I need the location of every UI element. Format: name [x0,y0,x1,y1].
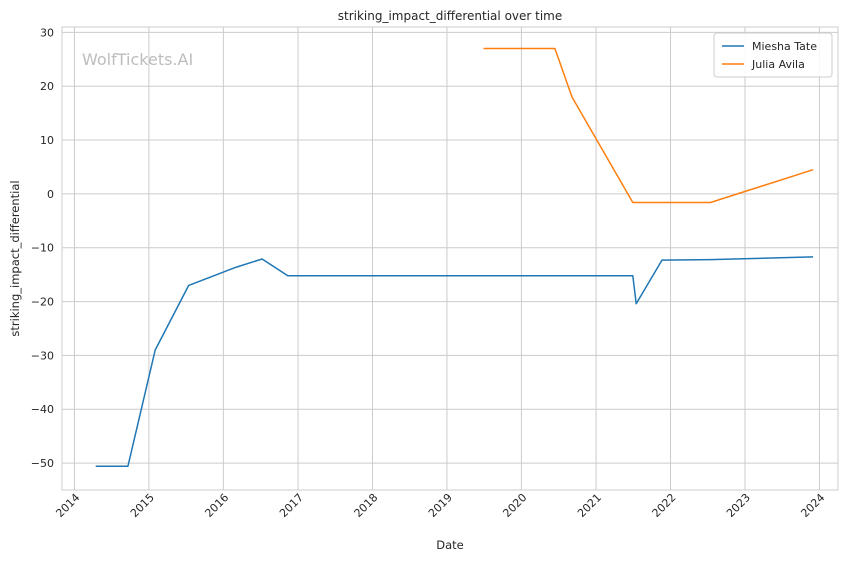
y-tick-label: −10 [31,242,54,255]
plot-frame [61,26,839,491]
y-tick-label: 10 [40,134,54,147]
y-tick-label: −30 [31,349,54,362]
legend-box [713,32,833,78]
y-axis: 30 20 10 0 −10 −20 −30 −40 −50 [31,26,54,470]
y-tick-label: 30 [40,26,54,39]
grid [62,27,838,490]
series-line [95,256,814,468]
watermark: WolfTickets.AI [82,50,193,69]
y-axis-label: striking_impact_differential [8,180,22,336]
series-line [483,47,814,204]
series-layer [95,47,814,468]
chart-title: striking_impact_differential over time [338,9,563,23]
y-tick-label: −50 [31,457,54,470]
y-tick-label: −40 [31,403,54,416]
y-tick-label: 0 [47,188,54,201]
legend: Miesha Tate Julia Avila [713,32,833,78]
y-tick-label: 20 [40,80,54,93]
legend-label: Miesha Tate [752,40,817,53]
legend-label: Julia Avila [751,58,805,71]
x-axis-label: Date [436,538,464,552]
y-tick-label: −20 [31,296,54,309]
